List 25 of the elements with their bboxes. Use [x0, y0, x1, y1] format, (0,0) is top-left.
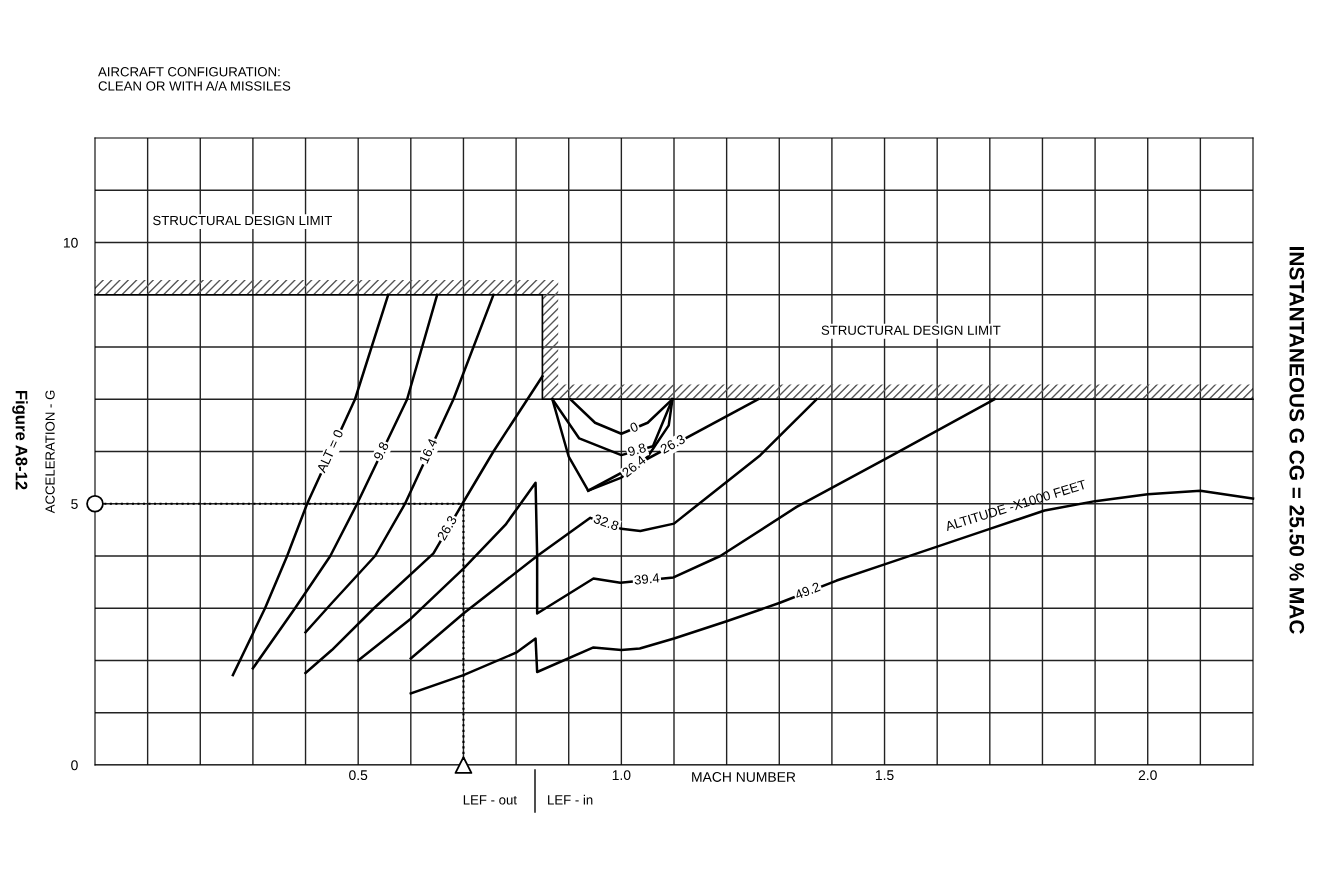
text: 0 — [629, 421, 639, 433]
y-tick-label: 0 — [71, 760, 78, 771]
x-tick-label: 1.0 — [612, 770, 631, 781]
text: 9.8 — [373, 441, 390, 461]
annotation: STRUCTURAL DESIGN LIMIT — [821, 325, 1001, 335]
annotation: STRUCTURAL DESIGN LIMIT — [153, 215, 332, 226]
y-tick-label: 5 — [71, 499, 78, 509]
text: 32.8 — [593, 513, 620, 531]
x-tick-label: 0.5 — [349, 770, 368, 781]
y-axis-title: ACCELERATION - G — [45, 390, 55, 514]
x-axis-title: MACH NUMBER — [692, 772, 796, 782]
text: INSTANTANEOUS G CG = 25.50 % MAC — [1289, 247, 1305, 634]
text: 9.8 — [627, 442, 647, 457]
y-tick-label: 10 — [63, 237, 78, 248]
text: 49.2 — [794, 581, 821, 600]
x-tick-label: 2.0 — [1138, 770, 1157, 781]
caption: Figure A8-12 — [12, 390, 28, 490]
text: ALT = 0 — [316, 428, 344, 474]
text: 26.3 — [659, 434, 686, 454]
text: LEF - in — [548, 794, 593, 805]
text: LEF - out — [463, 795, 517, 805]
text: 39.4 — [634, 573, 660, 585]
x-tick-label: 1.5 — [875, 770, 894, 781]
text: 16.4 — [419, 437, 438, 464]
chart-title: AIRCRAFT CONFIGURATION: CLEAN OR WITH A/A MISSILES — [98, 67, 291, 91]
